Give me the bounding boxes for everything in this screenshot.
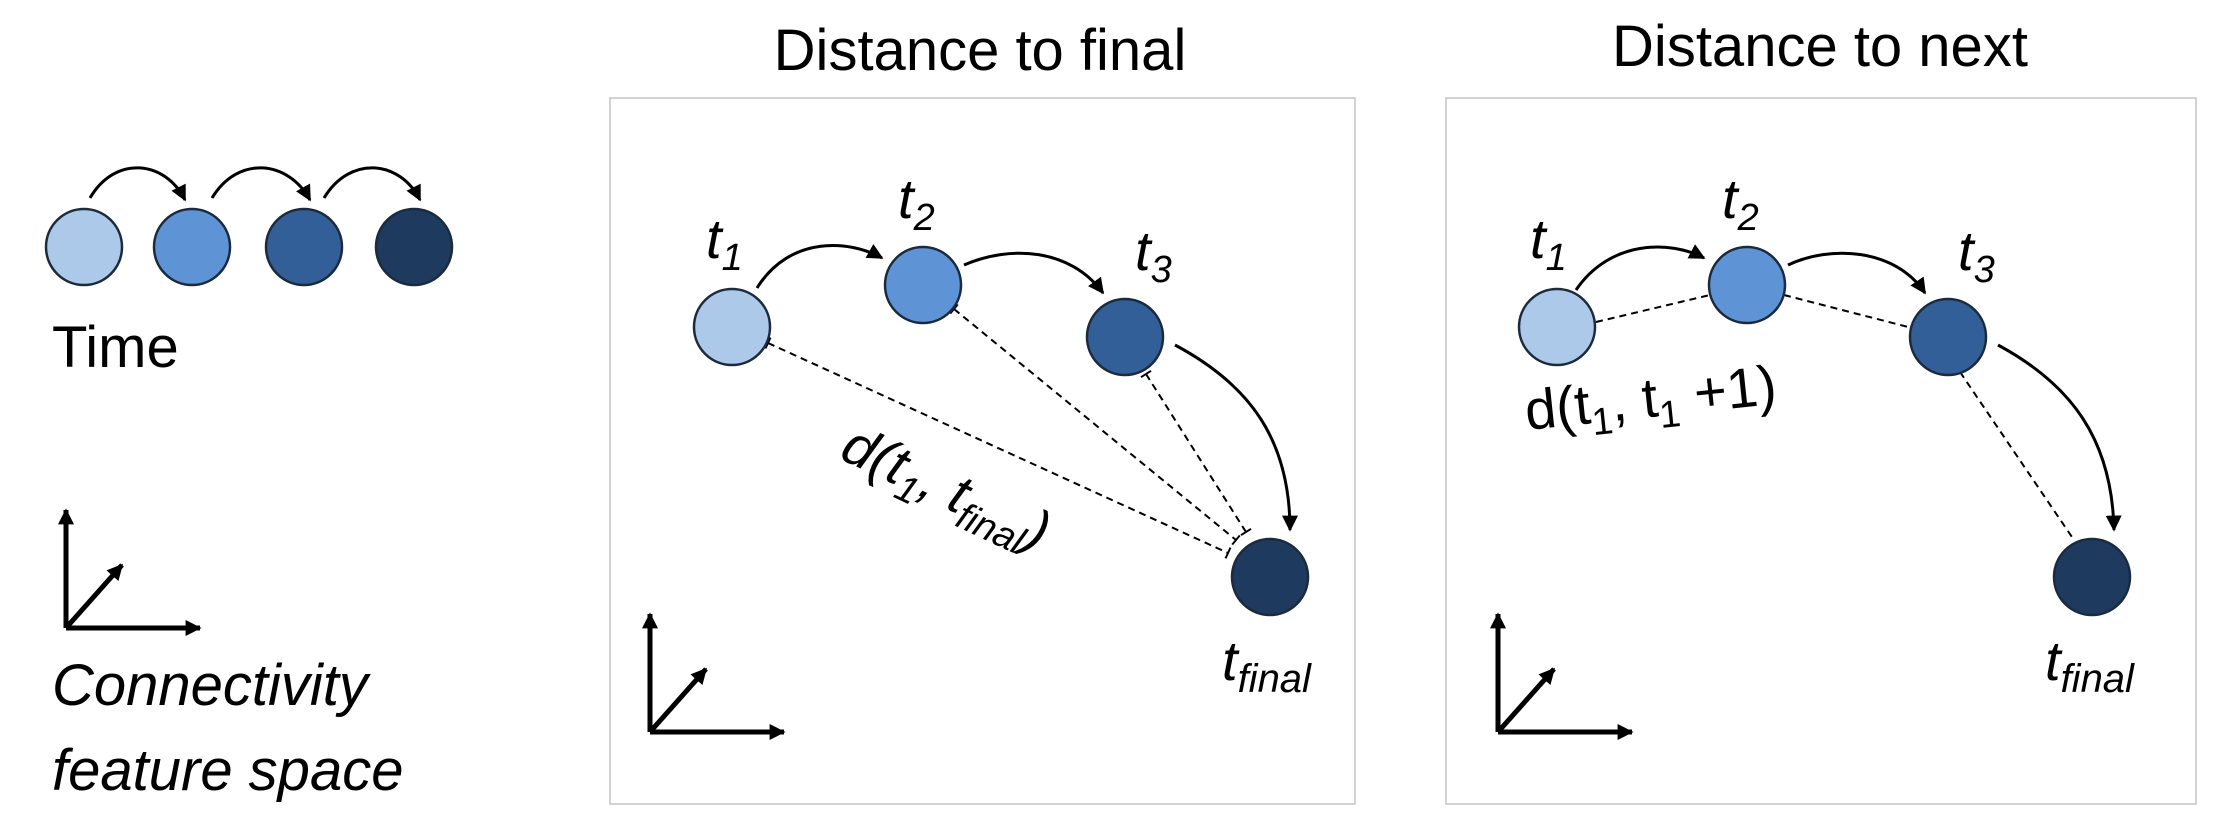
time-label: Time: [52, 315, 179, 380]
node-t1: [692, 287, 772, 367]
distance-label: d(t1, t1 +1): [1522, 353, 1781, 451]
trajectory-arrow-t2-t3: [1787, 251, 1927, 295]
label-t2: t2: [898, 167, 935, 239]
time-arrow-2: [210, 166, 312, 202]
trajectory-arrow-t1-t2: [755, 243, 884, 289]
node-t1: [1517, 287, 1597, 367]
node-t3: [1085, 297, 1165, 377]
distance-line-t3-final: [1959, 371, 2075, 541]
node-t3: [1908, 297, 1988, 377]
panel-frame: [609, 97, 1356, 805]
time-sequence: [44, 166, 454, 287]
legend-node-t1: [44, 207, 124, 287]
trajectory-arrow-t3-final: [1997, 343, 2122, 532]
axes-icon: [58, 508, 202, 636]
space-label-line2: feature space: [52, 738, 403, 803]
label-t3: t3: [1135, 219, 1172, 291]
trajectory-arrow-t2-t3: [963, 251, 1105, 295]
trajectory-arrow-t1-t2: [1574, 244, 1706, 291]
label-t1: t1: [1530, 207, 1567, 279]
legend-node-t2: [152, 207, 232, 287]
label-tfinal: tfinal: [2045, 629, 2135, 701]
node-tfinal: [2052, 537, 2132, 617]
panel-title: Distance to final: [774, 18, 1187, 83]
distance-label: d(t1, tfinal): [829, 412, 1060, 571]
label-t2: t2: [1722, 167, 1759, 239]
legend-node-t3: [264, 207, 344, 287]
label-t1: t1: [706, 207, 743, 279]
label-tfinal: tfinal: [1222, 629, 1312, 701]
panel-frame: [1445, 97, 2197, 805]
panel-title: Distance to next: [1612, 14, 2028, 79]
axes-icon: [642, 612, 786, 740]
time-arrow-3: [322, 166, 422, 202]
legend: Time Connectivity feature space: [44, 166, 454, 803]
node-t2: [883, 245, 963, 325]
axes-icon: [1490, 612, 1634, 740]
label-t3: t3: [1958, 219, 1995, 291]
distance-line-t1-t2: [1595, 294, 1711, 323]
time-arrow-1: [88, 166, 187, 202]
panel-distance-to-final: Distance to final t1 t2 t3 tfinal d(t1, …: [609, 18, 1356, 805]
node-tfinal: [1230, 537, 1310, 617]
trajectory-arrow-t3-final: [1174, 343, 1298, 532]
panel-distance-to-next: Distance to next t1 t2 t3 tfinal d(t1, t…: [1445, 14, 2197, 805]
node-t2: [1707, 245, 1787, 325]
distance-line-t2-t3: [1783, 294, 1913, 329]
space-label-line1: Connectivity: [52, 653, 371, 718]
legend-node-tfinal: [374, 207, 454, 287]
